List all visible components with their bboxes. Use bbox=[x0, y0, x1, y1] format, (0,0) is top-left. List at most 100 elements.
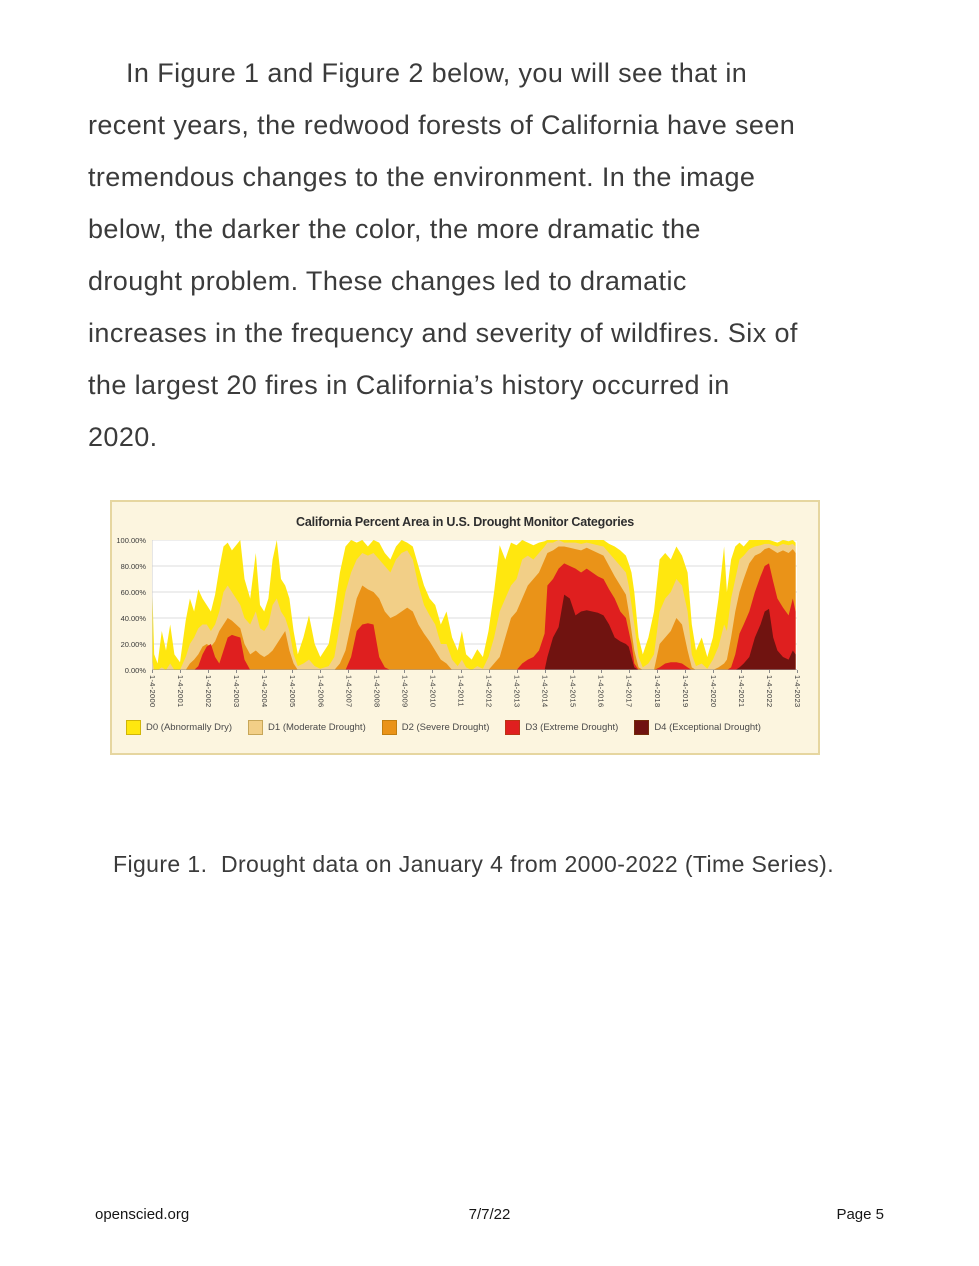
y-tick-label: 100.00% bbox=[116, 536, 146, 545]
y-tick-label: 0.00% bbox=[124, 666, 146, 675]
x-tick-mark bbox=[348, 670, 350, 673]
y-tick-label: 80.00% bbox=[120, 562, 146, 571]
legend-label: D2 (Severe Drought) bbox=[401, 722, 490, 733]
x-tick: 1-4-2007 bbox=[344, 670, 353, 707]
x-tick: 1-4-2003 bbox=[232, 670, 241, 707]
x-tick-label: 1-4-2012 bbox=[484, 675, 494, 708]
x-tick-label: 1-4-2022 bbox=[765, 675, 774, 708]
legend-label: D3 (Extreme Drought) bbox=[525, 722, 619, 733]
x-tick-label: 1-4-2006 bbox=[316, 675, 326, 708]
legend-swatch bbox=[634, 720, 650, 735]
x-tick-mark bbox=[740, 670, 742, 673]
footer-date: 7/7/22 bbox=[468, 1206, 511, 1223]
x-tick-mark bbox=[376, 670, 378, 673]
x-tick: 1-4-2021 bbox=[737, 670, 746, 707]
x-tick-label: 1-4-2003 bbox=[232, 675, 242, 708]
x-tick-label: 1-4-2015 bbox=[568, 675, 578, 708]
figure-caption: Figure 1. Drought data on January 4 from… bbox=[113, 851, 835, 877]
x-tick: 1-4-2020 bbox=[709, 670, 718, 707]
x-tick-mark bbox=[292, 670, 294, 673]
x-tick-mark bbox=[712, 670, 714, 673]
x-tick-label: 1-4-2014 bbox=[540, 675, 550, 708]
x-tick: 1-4-2018 bbox=[653, 670, 662, 707]
x-tick-label: 1-4-2010 bbox=[428, 675, 438, 708]
paragraph: In Figure 1 and Figure 2 below, you will… bbox=[88, 47, 894, 463]
x-tick-label: 1-4-2017 bbox=[624, 675, 634, 708]
x-tick: 1-4-2019 bbox=[681, 670, 690, 707]
x-tick: 1-4-2013 bbox=[513, 670, 522, 707]
footer-page-number: Page 5 bbox=[836, 1206, 884, 1223]
plot-area bbox=[152, 540, 797, 670]
y-tick-label: 40.00% bbox=[120, 614, 146, 623]
legend-item: D0 (Abnormally Dry) bbox=[126, 720, 232, 735]
legend-swatch bbox=[381, 720, 397, 735]
x-tick-label: 1-4-2021 bbox=[736, 675, 746, 708]
x-tick-mark bbox=[769, 670, 770, 673]
x-tick-mark bbox=[460, 670, 462, 673]
legend-label: D4 (Exceptional Drought) bbox=[654, 722, 761, 733]
x-tick: 1-4-2008 bbox=[372, 670, 381, 707]
x-tick-mark bbox=[572, 670, 574, 673]
x-tick: 1-4-2015 bbox=[569, 670, 578, 707]
x-tick-label: 1-4-2020 bbox=[708, 675, 718, 708]
paragraph-line: below, the darker the color, the more dr… bbox=[88, 214, 701, 244]
chart-title: California Percent Area in U.S. Drought … bbox=[296, 515, 634, 529]
x-tick-label: 1-4-2004 bbox=[260, 675, 270, 708]
x-tick: 1-4-2004 bbox=[260, 670, 269, 707]
x-tick-mark bbox=[628, 670, 630, 673]
x-tick-mark bbox=[404, 670, 406, 673]
x-tick: 1-4-2000 bbox=[148, 670, 157, 707]
legend-item: D2 (Severe Drought) bbox=[381, 720, 490, 735]
x-tick-label: 1-4-2000 bbox=[148, 675, 157, 708]
paragraph-line: recent years, the redwood forests of Cal… bbox=[88, 110, 796, 140]
x-tick-label: 1-4-2009 bbox=[400, 675, 410, 708]
x-tick-mark bbox=[544, 670, 546, 673]
paragraph-line: increases in the frequency and severity … bbox=[88, 318, 798, 348]
x-tick: 1-4-2010 bbox=[428, 670, 437, 707]
x-tick-mark bbox=[656, 670, 658, 673]
x-tick-mark bbox=[516, 670, 518, 673]
paragraph-line: tremendous changes to the environment. I… bbox=[88, 162, 756, 192]
y-tick-label: 60.00% bbox=[120, 588, 146, 597]
x-tick-label: 1-4-2002 bbox=[204, 675, 214, 708]
legend-item: D3 (Extreme Drought) bbox=[505, 720, 618, 735]
x-tick-label: 1-4-2013 bbox=[512, 675, 522, 708]
legend-item: D4 (Exceptional Drought) bbox=[634, 720, 761, 735]
x-tick-label: 1-4-2005 bbox=[288, 675, 298, 708]
x-tick: 1-4-2005 bbox=[288, 670, 297, 707]
x-tick: 1-4-2002 bbox=[204, 670, 213, 707]
y-axis-labels: 100.00% 80.00% 60.00% 40.00% 20.00% 0.00% bbox=[114, 536, 148, 675]
x-tick-mark bbox=[600, 670, 602, 673]
x-tick-label: 1-4-2008 bbox=[372, 675, 382, 708]
x-tick-mark bbox=[320, 670, 322, 673]
x-tick-label: 1-4-2001 bbox=[176, 675, 185, 708]
x-tick-mark bbox=[236, 670, 238, 673]
x-tick: 1-4-2014 bbox=[541, 670, 550, 707]
x-tick-label: 1-4-2023 bbox=[793, 675, 802, 708]
paragraph-line: the largest 20 fires in California’s his… bbox=[88, 370, 730, 400]
page-footer: openscied.org 7/7/22 Page 5 bbox=[0, 1206, 979, 1228]
legend-item: D1 (Moderate Drought) bbox=[248, 720, 366, 735]
legend-label: D1 (Moderate Drought) bbox=[268, 722, 366, 733]
x-tick-mark bbox=[208, 670, 210, 673]
paragraph-line: 2020. bbox=[88, 422, 158, 452]
x-tick-mark bbox=[264, 670, 266, 673]
x-tick-label: 1-4-2018 bbox=[652, 675, 662, 708]
x-tick-mark bbox=[797, 670, 798, 673]
x-tick-mark bbox=[432, 670, 434, 673]
y-tick-label: 20.00% bbox=[120, 640, 146, 649]
drought-stacked-area-svg bbox=[152, 540, 797, 670]
x-tick-mark bbox=[488, 670, 490, 673]
x-tick: 1-4-2006 bbox=[316, 670, 325, 707]
x-tick: 1-4-2022 bbox=[765, 670, 774, 707]
x-tick-label: 1-4-2011 bbox=[456, 675, 466, 707]
footer-site: openscied.org bbox=[95, 1206, 190, 1223]
x-tick: 1-4-2017 bbox=[625, 670, 634, 707]
x-axis-labels: 1-4-2000 1-4-2001 1-4-2002 1-4-2003 1-4-2004… bbox=[148, 670, 802, 722]
legend-label: D0 (Abnormally Dry) bbox=[146, 722, 233, 733]
x-tick: 1-4-2012 bbox=[485, 670, 494, 707]
paragraph-line: drought problem. These changes led to dr… bbox=[88, 266, 687, 296]
legend-swatch bbox=[126, 720, 141, 735]
x-tick: 1-4-2001 bbox=[176, 670, 185, 707]
